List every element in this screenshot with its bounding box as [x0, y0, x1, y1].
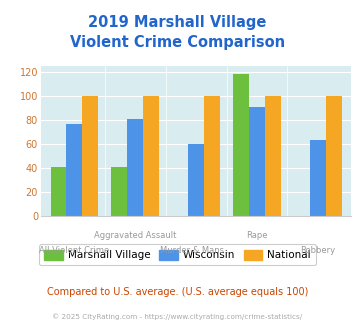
Text: Violent Crime Comparison: Violent Crime Comparison — [70, 35, 285, 50]
Bar — [233, 74, 249, 216]
Bar — [204, 96, 220, 216]
Text: © 2025 CityRating.com - https://www.cityrating.com/crime-statistics/: © 2025 CityRating.com - https://www.city… — [53, 314, 302, 320]
Bar — [66, 124, 82, 216]
Text: All Violent Crime: All Violent Crime — [39, 246, 109, 255]
Bar — [310, 141, 326, 216]
Text: Robbery: Robbery — [300, 246, 335, 255]
Text: Compared to U.S. average. (U.S. average equals 100): Compared to U.S. average. (U.S. average … — [47, 287, 308, 297]
Bar — [143, 96, 159, 216]
Bar — [326, 96, 342, 216]
Bar — [127, 119, 143, 216]
Bar — [188, 144, 204, 216]
Legend: Marshall Village, Wisconsin, National: Marshall Village, Wisconsin, National — [39, 245, 316, 265]
Text: Aggravated Assault: Aggravated Assault — [94, 231, 176, 240]
Bar — [82, 96, 98, 216]
Text: Murder & Mans...: Murder & Mans... — [160, 246, 232, 255]
Bar — [50, 167, 66, 216]
Bar — [265, 96, 281, 216]
Bar — [249, 107, 265, 216]
Bar — [111, 167, 127, 216]
Text: 2019 Marshall Village: 2019 Marshall Village — [88, 15, 267, 30]
Text: Rape: Rape — [246, 231, 268, 240]
